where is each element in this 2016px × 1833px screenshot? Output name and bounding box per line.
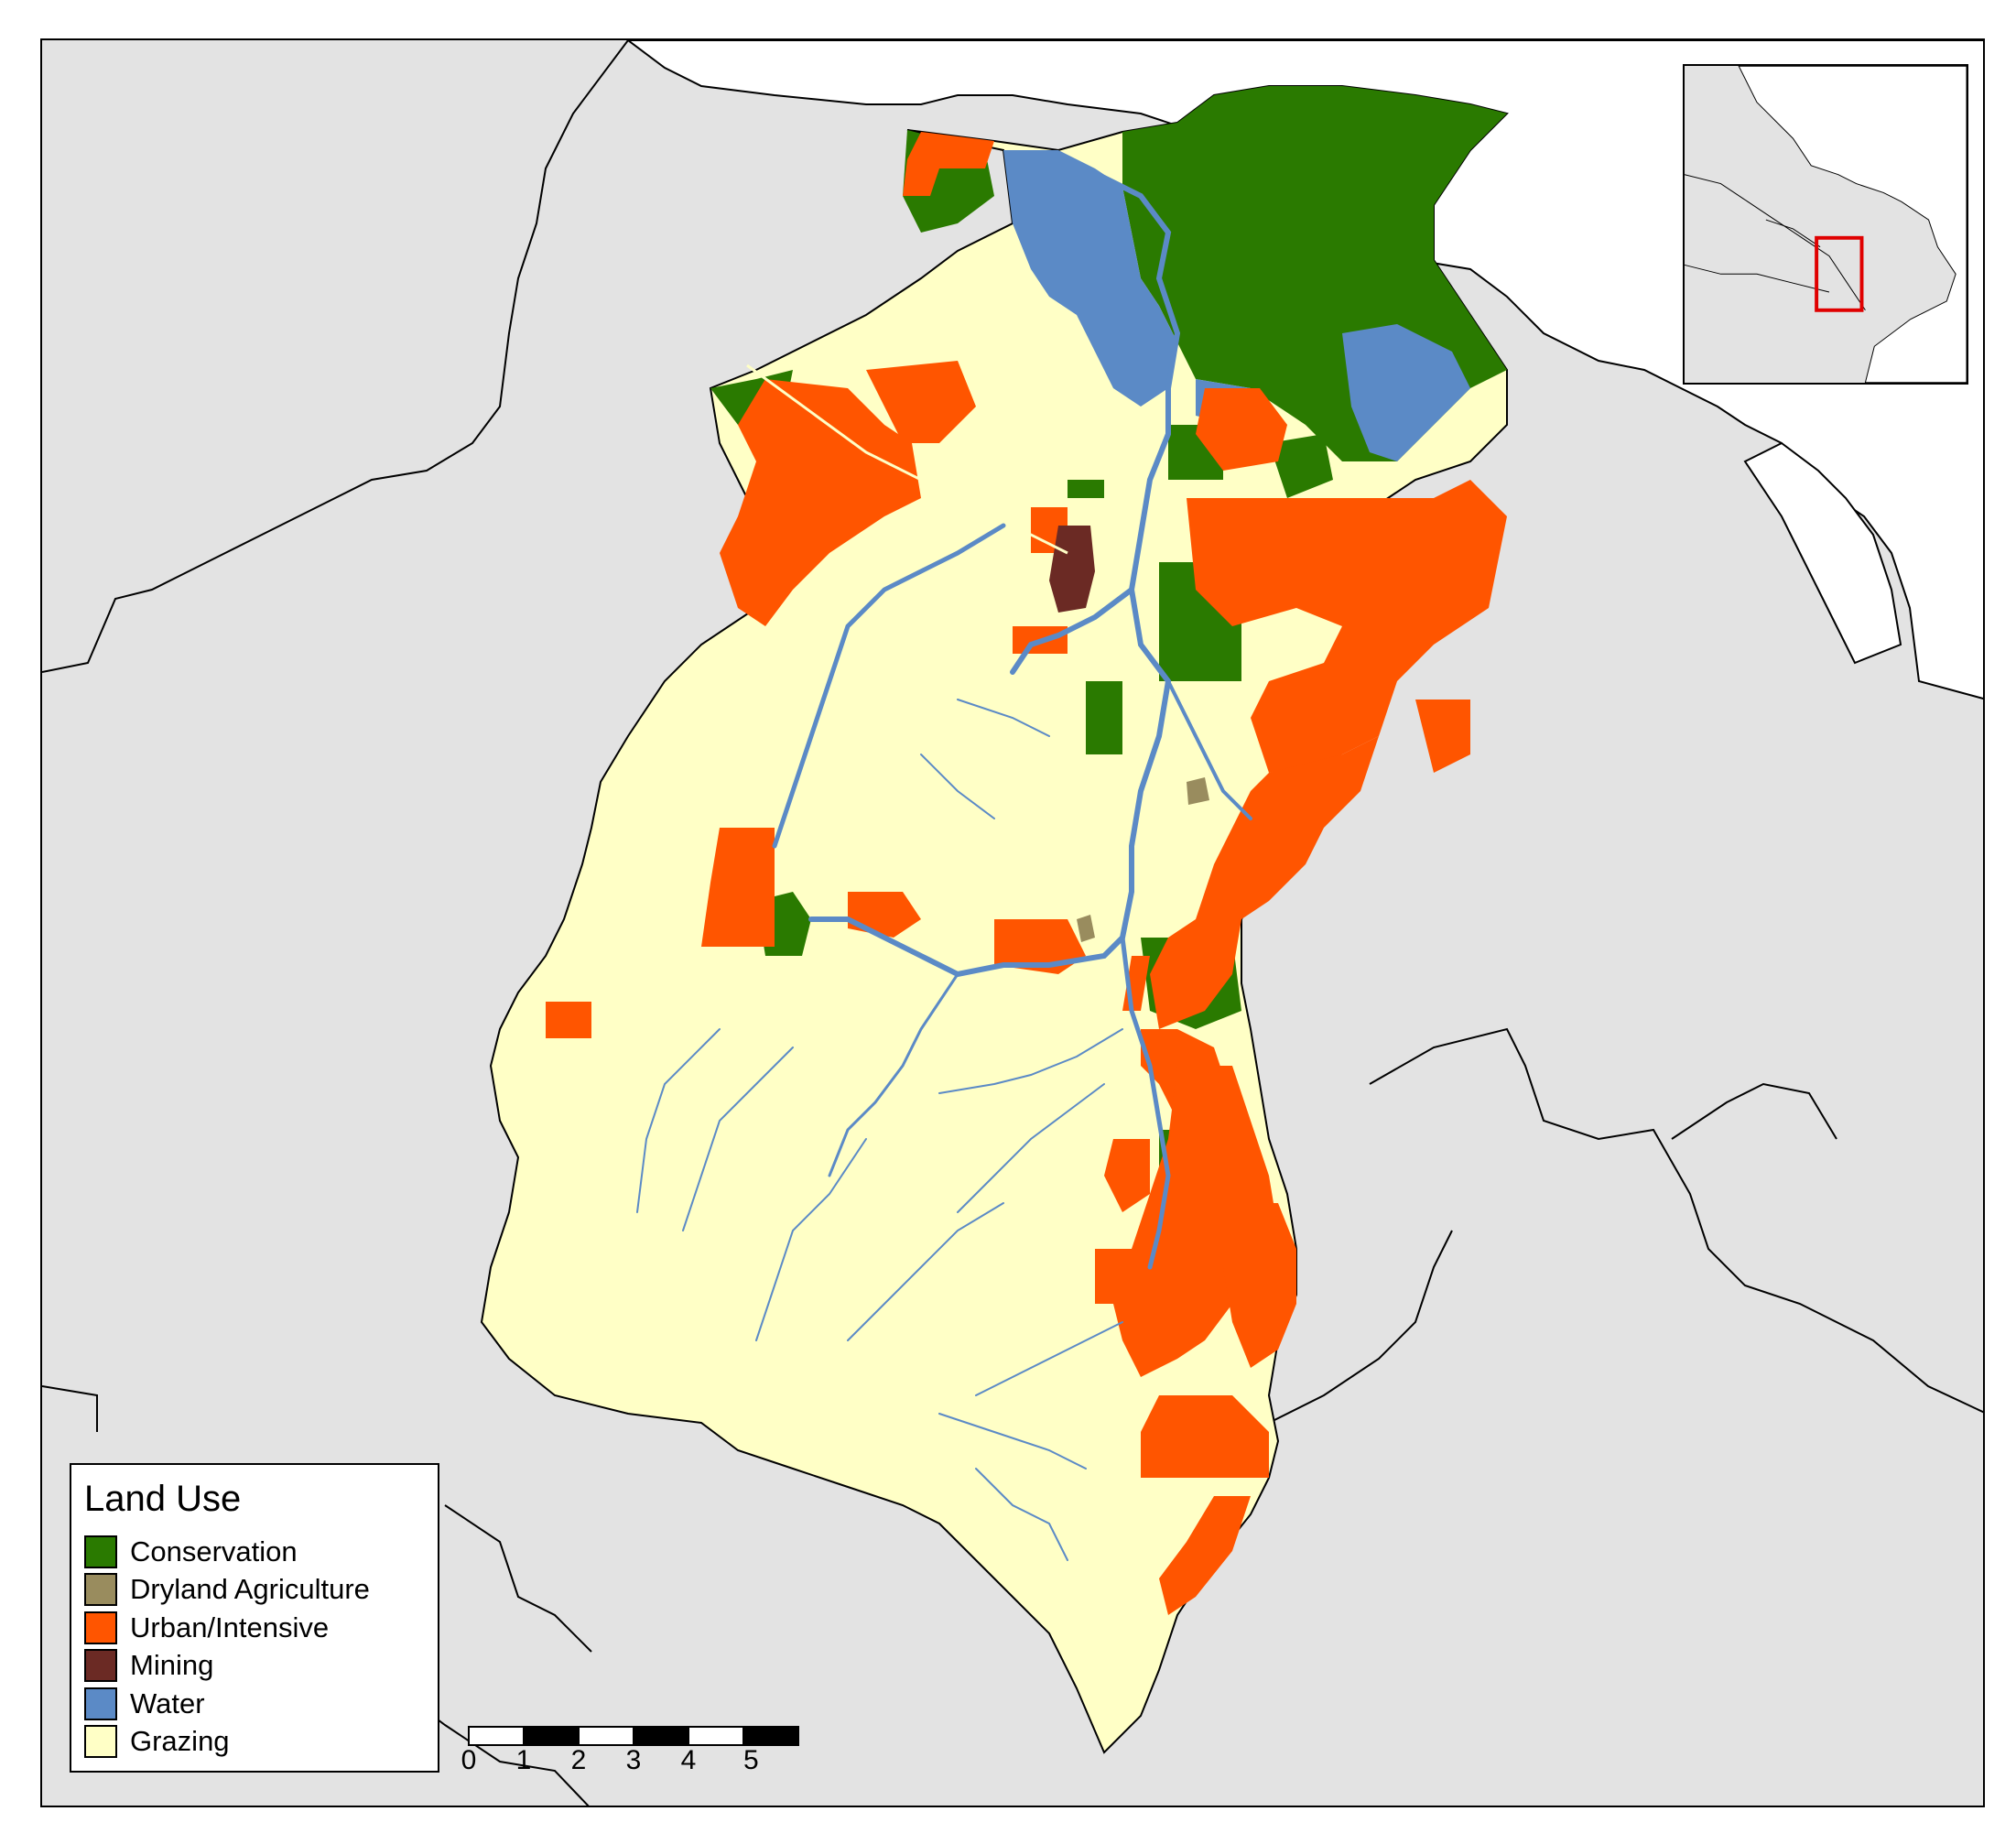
inset-boundaries xyxy=(1685,174,1866,311)
legend-label: Urban/Intensive xyxy=(130,1611,330,1643)
harbour-area xyxy=(1743,441,1902,665)
legend-swatch xyxy=(84,1611,117,1644)
legend-item-water: Water xyxy=(84,1685,425,1723)
scale-tick-label: 3 xyxy=(625,1745,642,1775)
main-map xyxy=(42,40,1983,1806)
legend-label: Mining xyxy=(130,1649,214,1682)
legend-swatch xyxy=(84,1687,117,1720)
legend-item-dryland-agriculture: Dryland Agriculture xyxy=(84,1571,425,1610)
inset-locator-map xyxy=(1683,64,1968,385)
streams xyxy=(636,175,1252,1561)
legend: Land Use Conservation Dryland Agricultur… xyxy=(70,1463,439,1773)
legend-item-urban-intensive: Urban/Intensive xyxy=(84,1609,425,1647)
map-frame: Land Use Conservation Dryland Agricultur… xyxy=(40,38,1985,1807)
urban-areas xyxy=(546,132,1507,1615)
scale-seg-2 xyxy=(578,1726,634,1746)
inset-highlight-box xyxy=(1815,235,1864,312)
legend-item-mining: Mining xyxy=(84,1647,425,1686)
legend-item-conservation: Conservation xyxy=(84,1533,425,1571)
sea-area xyxy=(626,40,1983,700)
scale-seg-4 xyxy=(688,1726,744,1746)
legend-title: Land Use xyxy=(84,1479,242,1519)
scale-tick-label: 2 xyxy=(570,1745,587,1775)
scale-tick-label: 5 xyxy=(743,1745,759,1775)
dryland-areas xyxy=(1077,777,1209,942)
legend-swatch xyxy=(84,1649,117,1683)
scale-seg-3 xyxy=(633,1726,689,1746)
scale-tick-label: 1 xyxy=(515,1745,532,1775)
legend-label: Dryland Agriculture xyxy=(130,1573,370,1606)
legend-swatch xyxy=(84,1573,117,1607)
mining-area xyxy=(1049,526,1095,613)
scale-tick-label: 4 xyxy=(680,1745,697,1775)
roads xyxy=(746,363,1068,555)
inset-svg xyxy=(1685,66,1967,383)
legend-label: Grazing xyxy=(130,1725,230,1758)
legend-swatch xyxy=(84,1725,117,1759)
legend-label: Conservation xyxy=(130,1535,298,1567)
legend-swatch xyxy=(84,1535,117,1568)
legend-item-grazing: Grazing xyxy=(84,1723,425,1762)
legend-label: Water xyxy=(130,1687,205,1719)
scale-seg-1 xyxy=(523,1726,580,1746)
inset-sea xyxy=(1738,66,1967,383)
scale-tick-label: 0 xyxy=(461,1745,477,1775)
scale-bar-graphic xyxy=(468,1726,799,1746)
scale-bar: 0 1 2 3 4 5 xyxy=(461,1725,879,1798)
scale-seg-5 xyxy=(742,1726,799,1746)
scale-seg-0 xyxy=(468,1726,525,1746)
